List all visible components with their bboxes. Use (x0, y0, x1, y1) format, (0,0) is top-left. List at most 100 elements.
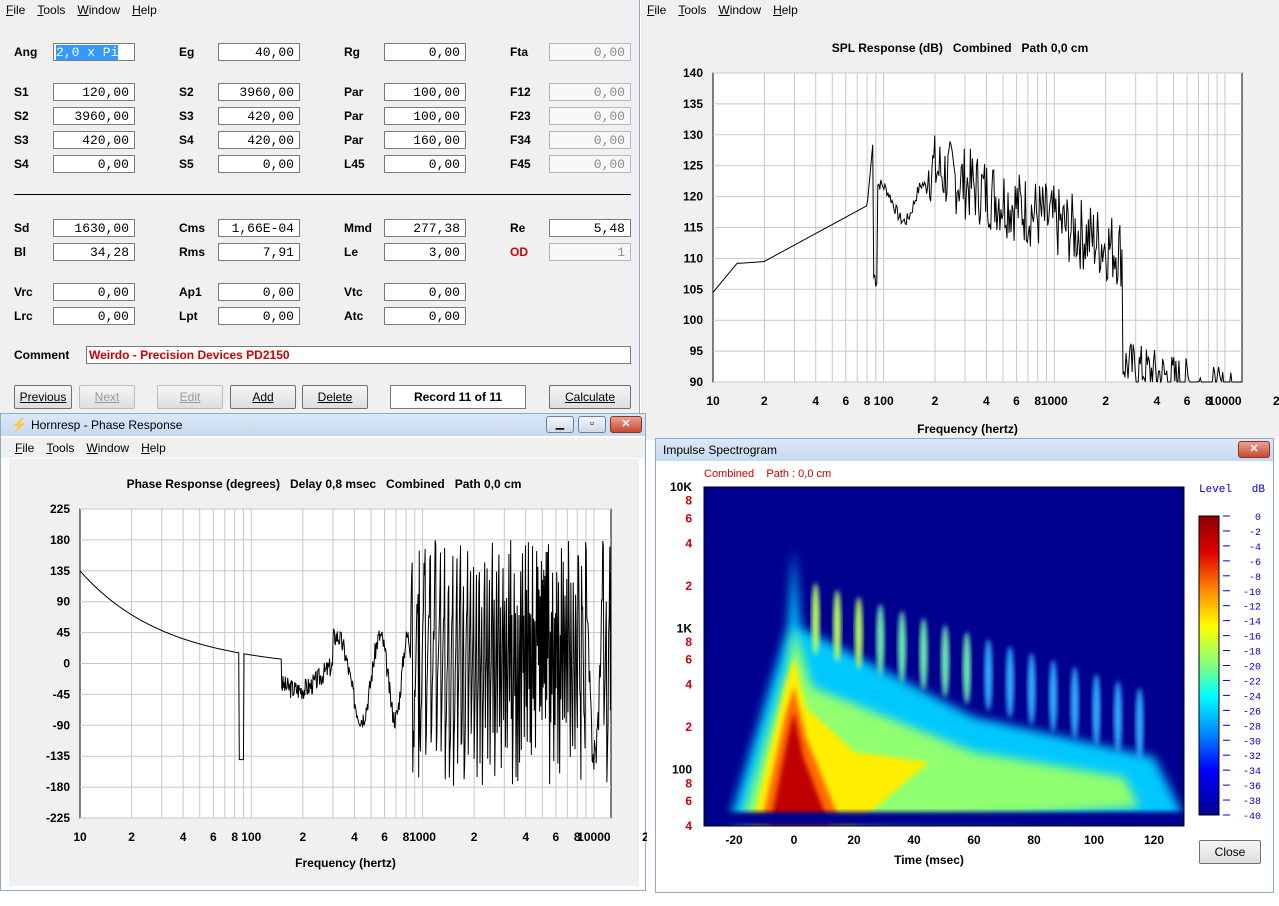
delete-button[interactable]: Delete (302, 385, 368, 409)
param-label-rows1-0-1: Eg (179, 45, 195, 59)
param-field-rows1-0-2[interactable]: 0,00 (384, 43, 466, 61)
param-field-rows2-2-2[interactable]: 0,00 (384, 283, 466, 301)
spectrogram-y-tick: 4 (685, 678, 692, 692)
spl-y-tick: 140 (683, 66, 703, 80)
menu-file[interactable]: File (15, 441, 35, 455)
param-field-rows1-1-0[interactable]: 120,00 (53, 83, 135, 101)
resonance-spike (1049, 660, 1058, 732)
close-icon[interactable]: ✕ (1238, 441, 1270, 458)
spectrogram-legend-title: Level dB (1199, 484, 1266, 496)
param-field-rows1-1-1[interactable]: 3960,00 (218, 83, 300, 101)
phase-x-tick: 1000 (409, 830, 436, 844)
spl-x-tick: 10000 (1208, 394, 1242, 408)
param-field-rows2-3-1[interactable]: 0,00 (218, 307, 300, 325)
menu-tools[interactable]: Tools (678, 3, 707, 17)
param-label-rows2-2-2: Vtc (344, 285, 363, 299)
menu-window[interactable]: Window (718, 3, 762, 17)
menu-window[interactable]: Window (77, 3, 121, 17)
param-field-rows1-1-2[interactable]: 100,00 (384, 83, 466, 101)
param-field-rows2-2-1[interactable]: 0,00 (218, 283, 300, 301)
spectrogram-subtitle: Combined Path : 0,0 cm (704, 468, 832, 480)
param-field-rows1-4-2[interactable]: 0,00 (384, 155, 466, 173)
spectrogram-y-tick: 1K (677, 621, 693, 635)
phase-y-tick: -90 (53, 718, 71, 732)
menu-tools[interactable]: Tools (37, 3, 66, 17)
add-button[interactable]: Add (230, 385, 296, 409)
next-button[interactable]: Next (79, 385, 135, 409)
spectrogram-y-tick: 2 (685, 720, 692, 734)
previous-button[interactable]: Previous (14, 385, 72, 409)
resonance-spike (876, 604, 885, 676)
param-field-rows1-3-3[interactable]: 0,00 (549, 131, 631, 149)
menu-window[interactable]: Window (86, 441, 130, 455)
param-label-rows2-3-2: Atc (344, 309, 364, 323)
spectrogram-window: Impulse Spectrogram ✕ Combined Path : 0,… (655, 438, 1274, 893)
legend-tick-label: -12 (1243, 603, 1261, 614)
spectrogram-y-tick: 8 (685, 494, 692, 508)
menu-file[interactable]: File (647, 3, 667, 17)
param-label-rows1-4-1: S5 (179, 157, 194, 171)
param-field-rows1-0-0[interactable]: 2,0 x Pi (53, 43, 135, 61)
param-field-rows1-2-0[interactable]: 3960,00 (53, 107, 135, 125)
app-icon: ⚡ (11, 417, 28, 432)
param-field-rows1-3-2[interactable]: 160,00 (384, 131, 466, 149)
spl-x-tick: 2 (1273, 394, 1279, 408)
menu-help[interactable]: Help (773, 3, 798, 17)
spl-x-tick: 8 (1034, 394, 1041, 408)
param-label-rows1-1-2: Par (344, 85, 364, 99)
param-field-rows2-1-2[interactable]: 3,00 (384, 243, 466, 261)
param-field-rows1-2-3[interactable]: 0,00 (549, 107, 631, 125)
menu-tools[interactable]: Tools (46, 441, 75, 455)
param-field-rows1-4-0[interactable]: 0,00 (53, 155, 135, 173)
param-field-rows2-1-3[interactable]: 1 (549, 243, 631, 261)
param-field-rows1-2-1[interactable]: 420,00 (218, 107, 300, 125)
spl-y-tick: 130 (683, 128, 703, 142)
spectrogram-x-tick: 0 (791, 833, 798, 847)
param-field-rows2-3-0[interactable]: 0,00 (53, 307, 135, 325)
param-field-rows2-0-2[interactable]: 277,38 (384, 219, 466, 237)
edit-button[interactable]: Edit (157, 385, 223, 409)
resonance-spike (1006, 646, 1014, 718)
close-icon[interactable]: ✕ (610, 416, 642, 433)
param-field-rows2-0-1[interactable]: 1,66E-04 (218, 219, 300, 237)
param-field-rows2-1-1[interactable]: 7,91 (218, 243, 300, 261)
param-field-rows2-0-0[interactable]: 1630,00 (53, 219, 135, 237)
resonance-spike (984, 639, 993, 711)
phase-y-tick: 90 (57, 595, 71, 609)
menu-help[interactable]: Help (132, 3, 157, 17)
param-field-rows2-1-0[interactable]: 34,28 (53, 243, 135, 261)
param-field-rows2-3-2[interactable]: 0,00 (384, 307, 466, 325)
spectrogram-y-tick: 8 (685, 776, 692, 790)
restore-button[interactable]: ▫ (578, 416, 606, 433)
section-divider (14, 194, 631, 195)
phase-x-tick: 6 (553, 830, 560, 844)
input-window: File Tools Window Help Ang 2,0 x Pi Eg 40,00 Rg… (0, 0, 640, 413)
param-field-rows1-3-0[interactable]: 420,00 (53, 131, 135, 149)
comment-field[interactable]: Weirdo - Precision Devices PD2150 (86, 346, 631, 364)
param-field-rows1-4-1[interactable]: 0,00 (218, 155, 300, 173)
param-field-rows1-4-3[interactable]: 0,00 (549, 155, 631, 173)
param-field-rows2-0-3[interactable]: 5,48 (549, 219, 631, 237)
param-field-rows1-0-1[interactable]: 40,00 (218, 43, 300, 61)
param-label-rows2-3-1: Lpt (179, 309, 198, 323)
menu-help[interactable]: Help (141, 441, 166, 455)
param-field-rows1-2-2[interactable]: 100,00 (384, 107, 466, 125)
spectrogram-y-tick: 6 (685, 794, 692, 808)
calculate-button[interactable]: Calculate (549, 385, 631, 409)
phase-y-tick: 135 (50, 564, 70, 578)
minimize-button[interactable]: ▁ (546, 416, 574, 433)
param-field-rows1-0-3[interactable]: 0,00 (549, 43, 631, 61)
spl-x-tick: 10 (706, 394, 720, 408)
phase-window: ⚡ Hornresp - Phase Response ▁ ▫ ✕ File To… (0, 413, 647, 891)
param-field-rows2-2-0[interactable]: 0,00 (53, 283, 135, 301)
param-field-rows1-1-3[interactable]: 0,00 (549, 83, 631, 101)
legend-tick-label: -18 (1243, 648, 1261, 659)
phase-x-tick: 100 (241, 830, 261, 844)
legend-tick-label: -38 (1243, 797, 1261, 808)
param-label-rows1-3-2: Par (344, 133, 364, 147)
spectrogram-close-button[interactable]: Close (1199, 840, 1261, 864)
spl-x-axis-label: Frequency (hertz) (917, 422, 1018, 436)
record-counter: Record 11 of 11 (390, 385, 526, 409)
param-field-rows1-3-1[interactable]: 420,00 (218, 131, 300, 149)
menu-file[interactable]: File (6, 3, 26, 17)
